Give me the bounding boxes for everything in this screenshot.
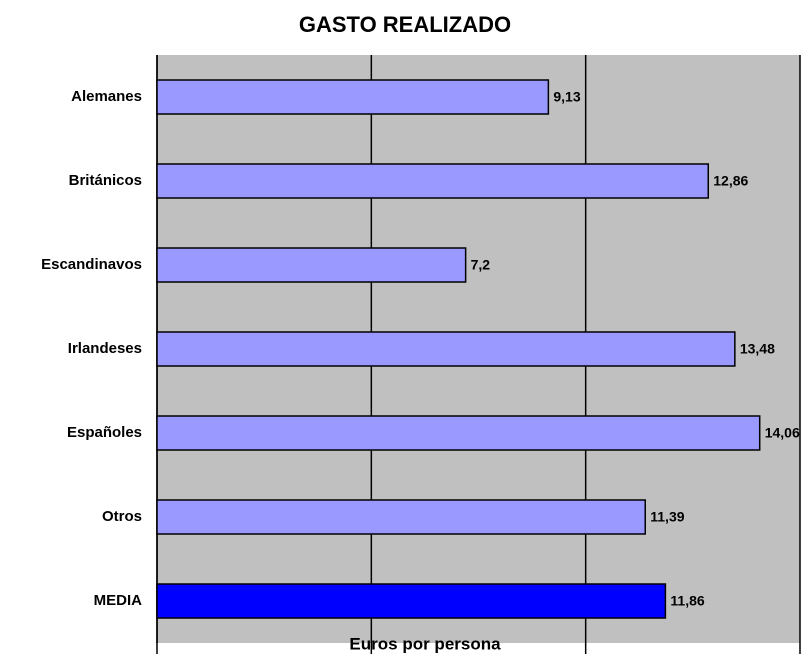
bar	[156, 415, 761, 451]
y-tick-label: Escandinavos	[41, 256, 142, 273]
data-label: 14,06	[765, 425, 800, 441]
data-label: 11,86	[670, 593, 704, 609]
data-label: 13,48	[740, 341, 775, 357]
data-label: 12,86	[713, 173, 748, 189]
y-tick-label: Otros	[102, 508, 142, 525]
data-label: 11,39	[650, 509, 684, 525]
bar	[156, 247, 467, 283]
data-label: 9,13	[553, 89, 580, 105]
chart-title: GASTO REALIZADO	[299, 12, 511, 37]
x-axis-title: Euros por persona	[349, 634, 501, 653]
bar	[156, 583, 667, 619]
bar	[156, 163, 710, 199]
bar	[156, 79, 550, 115]
y-tick-label: Alemanes	[71, 88, 142, 105]
bar	[156, 331, 736, 367]
y-tick-label: Irlandeses	[68, 340, 142, 357]
y-tick-label: Británicos	[69, 172, 142, 189]
data-label: 7,2	[471, 257, 491, 273]
y-tick-label: Españoles	[67, 424, 142, 441]
bar	[156, 499, 647, 535]
y-tick-label: MEDIA	[94, 592, 143, 609]
